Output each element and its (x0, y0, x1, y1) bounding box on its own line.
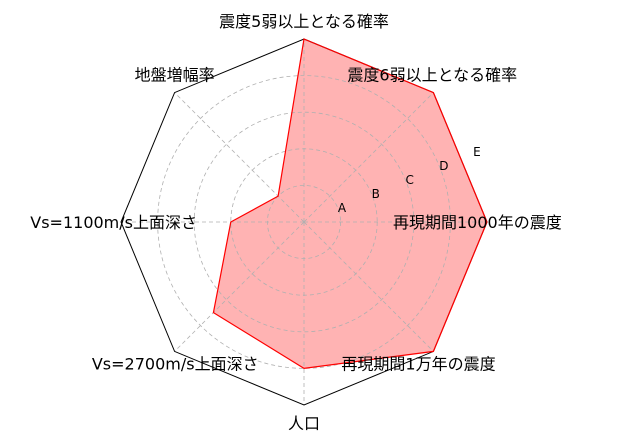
axis-label-6: Vs=2700m/s上面深さ (92, 354, 259, 373)
axis-label-4: 再現期間1万年の震度 (341, 354, 495, 373)
tick-label-b: B (372, 187, 380, 201)
series-area (213, 39, 487, 369)
tick-label-d: D (439, 159, 448, 173)
spoke-6 (174, 221, 305, 352)
grid-ring-c (193, 111, 415, 333)
axis-label-3: 再現期間1000年の震度 (393, 213, 562, 232)
tick-label-c: C (405, 173, 413, 187)
axis-label-5: 人口 (288, 414, 320, 433)
tick-label-a: A (338, 201, 347, 215)
tick-label-e: E (473, 145, 481, 159)
spoke-4 (303, 221, 434, 352)
grid-ring-d (157, 75, 451, 369)
spoke-8 (174, 92, 305, 223)
spoke-2 (303, 92, 434, 223)
axis-label-7: Vs=1100m/s上面深さ (30, 213, 197, 232)
axis-label-1: 震度5弱以上となる確率 (219, 12, 389, 31)
axis-label-2: 震度6弱以上となる確率 (347, 66, 517, 85)
axis-label-8: 地盤増幅率 (135, 66, 215, 85)
